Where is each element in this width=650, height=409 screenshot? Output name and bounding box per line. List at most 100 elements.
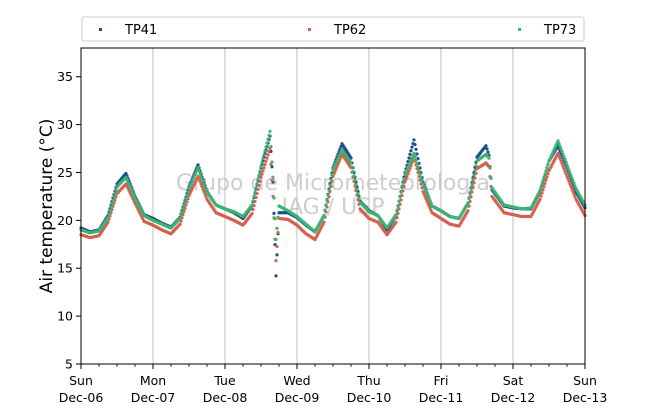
data-point-tp73 [271,175,275,179]
data-point-tp73 [325,198,329,202]
data-point-tp73 [268,129,272,133]
y-axis-label: Air temperature (°C) [37,119,57,294]
legend-label-tp73: TP73 [543,23,576,38]
data-point-tp73 [327,188,331,192]
data-point-tp73 [254,186,258,190]
data-point-tp73 [472,173,476,177]
data-point-tp62 [276,230,280,235]
data-point-tp62 [564,172,568,176]
x-tick-label-date: Dec-08 [203,390,248,405]
data-point-tp73 [396,204,400,208]
data-point-tp73 [562,155,566,159]
data-point-tp73 [540,182,544,186]
data-point-tp73 [415,161,419,166]
data-point-tp73 [107,212,111,216]
data-point-tp62 [260,172,264,176]
data-point-tp62 [567,179,571,184]
data-point-tp62 [560,161,564,166]
data-point-tp73 [397,199,401,203]
data-point-tp41 [484,144,488,148]
data-point-tp41 [485,147,489,151]
data-point-tp62 [573,195,577,199]
x-tick-label-date: Dec-12 [491,390,536,405]
data-point-tp73 [326,193,330,197]
legend: TP41 TP62 TP73 [81,16,585,42]
data-point-tp62 [569,184,573,189]
data-point-tp62 [538,197,542,201]
data-point-tp73 [183,200,187,204]
data-point-tp73 [330,173,334,177]
data-point-tp62 [544,178,548,182]
data-point-tp73 [180,210,184,214]
legend-marker-tp73 [518,28,521,31]
data-point-tp73 [112,195,116,199]
data-point-tp73 [328,183,332,187]
legend-label-tp62: TP62 [333,23,366,38]
data-point-tp62 [263,162,267,167]
data-point-tp73 [398,195,402,199]
y-axis: 5 10 15 20 25 30 35 [57,69,81,372]
data-point-tp62 [561,164,565,168]
data-point-tp41 [124,171,128,176]
x-tick-label-date: Dec-07 [131,390,176,405]
data-point-tp41 [407,156,411,160]
data-point-tp62 [570,187,574,191]
data-point-tp73 [252,194,256,199]
data-point-tp62 [539,194,543,198]
data-point-tp73 [355,187,359,191]
data-point-tp73 [542,175,546,180]
data-point-tp73 [251,199,255,203]
data-points [79,129,587,278]
data-point-tp73 [201,179,205,184]
data-point-tp73 [276,215,280,219]
legend-label-tp41: TP41 [124,23,157,38]
x-tick-label-day: Fri [434,373,449,388]
data-point-tp73 [269,145,273,149]
data-point-tp62 [543,181,547,185]
data-point-tp73 [179,213,183,217]
data-point-tp62 [199,182,203,186]
data-point-tp62 [274,258,278,263]
data-point-tp73 [181,206,185,211]
data-point-tp73 [257,173,261,177]
data-point-tp62 [267,150,271,154]
data-point-tp73 [401,181,405,185]
data-point-tp62 [251,208,255,212]
data-point-tp73 [425,192,429,196]
data-point-tp73 [273,217,277,221]
data-point-tp73 [423,187,427,191]
data-point-tp73 [351,170,355,174]
data-point-tp41 [409,149,413,153]
data-point-tp62 [546,172,550,176]
data-point-tp73 [470,182,474,186]
data-point-tp41 [413,143,417,147]
data-point-tp73 [469,187,473,191]
data-point-tp73 [198,171,202,175]
data-point-tp73 [113,192,117,196]
data-point-tp62 [178,222,182,226]
data-point-tp62 [266,153,270,157]
x-tick-label-date: Dec-06 [59,390,104,405]
data-point-tp73 [262,153,266,157]
data-point-tp73 [260,161,264,165]
data-point-tp73 [559,147,563,151]
data-point-tp62 [322,220,326,224]
data-point-tp62 [559,159,563,163]
data-point-tp73 [196,166,200,170]
data-point-tp73 [395,208,399,212]
data-point-tp73 [110,202,114,206]
x-tick-label-day: Mon [140,373,166,388]
data-point-tp73 [468,192,472,196]
data-point-tp73 [186,190,190,194]
data-point-tp73 [466,201,470,205]
data-point-tp73 [418,172,422,176]
x-tick-label-date: Dec-11 [419,390,464,405]
data-point-tp73 [394,213,398,217]
data-point-tp62 [571,190,575,194]
data-point-tp41 [415,152,419,156]
data-point-tp73 [557,141,561,146]
data-point-tp73 [274,237,278,242]
data-point-tp73 [255,182,259,186]
data-point-tp73 [114,188,118,192]
